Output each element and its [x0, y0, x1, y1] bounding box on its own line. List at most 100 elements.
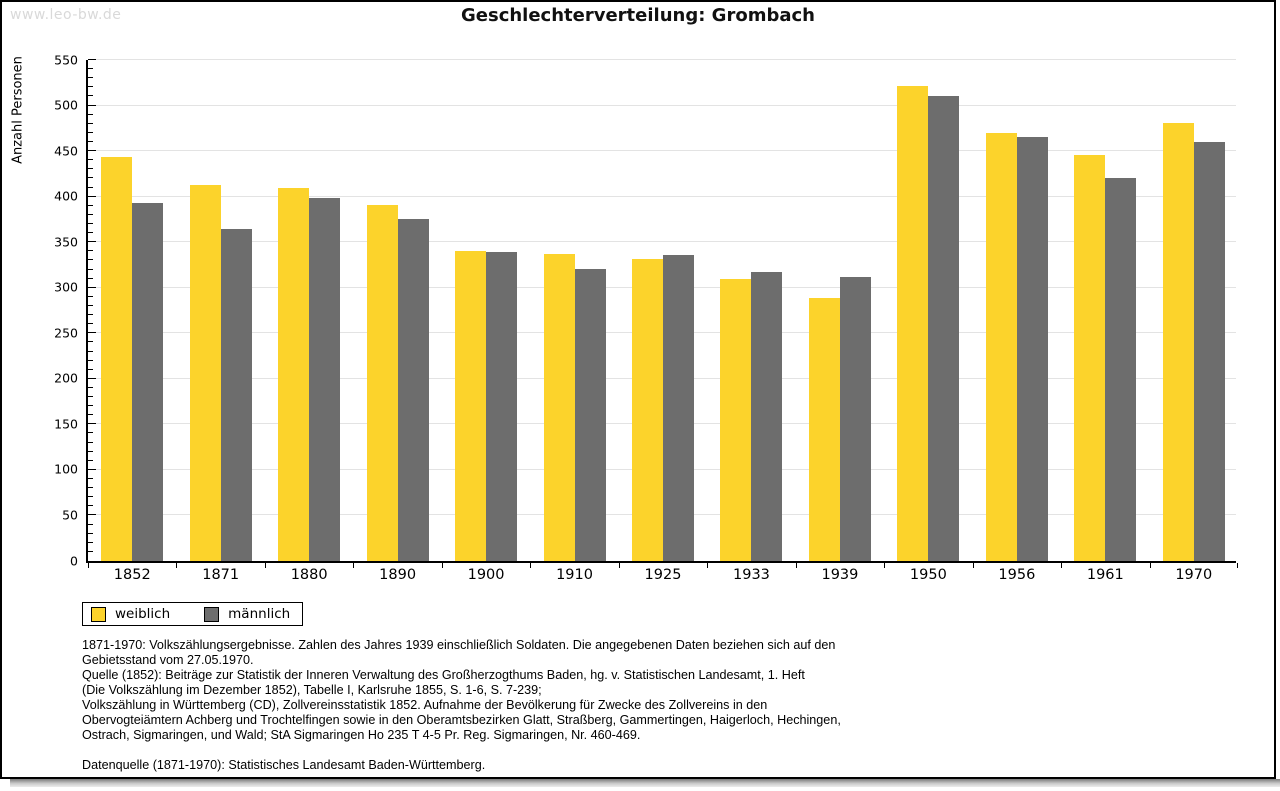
y-axis-tick	[88, 222, 93, 224]
bar-männlich-1950	[928, 95, 960, 561]
y-axis-tick	[88, 314, 93, 316]
y-tick-label: 250	[54, 325, 78, 341]
bar-weiblich-1933	[720, 278, 752, 561]
y-axis-tick	[88, 505, 93, 507]
y-axis-tick	[88, 186, 93, 188]
y-axis-tick	[88, 423, 96, 425]
bar-weiblich-1950	[897, 85, 929, 561]
x-tick-label: 1880	[290, 567, 328, 583]
y-tick-label: 300	[54, 279, 78, 295]
bar-männlich-1910	[574, 268, 606, 561]
footer-line: Ostrach, Sigmaringen, und Wald; StA Sigm…	[82, 728, 641, 742]
y-axis-tick	[88, 386, 93, 388]
y-axis-tick	[88, 323, 93, 325]
y-axis-tick	[88, 459, 93, 461]
y-axis-tick	[88, 332, 96, 334]
x-axis-tick	[707, 563, 709, 568]
bar-männlich-1933	[751, 272, 783, 561]
x-axis-tick	[176, 563, 178, 568]
bar-männlich-1961	[1105, 178, 1137, 561]
bar-weiblich-1956	[985, 132, 1017, 561]
bar-weiblich-1880	[278, 188, 310, 561]
x-axis-tick	[795, 563, 797, 568]
y-axis-tick	[88, 131, 93, 133]
x-tick-label: 1970	[1175, 567, 1213, 583]
y-tick-label: 350	[54, 233, 78, 249]
legend-label: männlich	[228, 606, 291, 622]
y-axis-tick	[88, 450, 93, 452]
x-axis-tick	[441, 563, 443, 568]
x-tick-label: 1933	[733, 567, 770, 583]
footer-line: Quelle (1852): Beiträge zur Statistik de…	[82, 668, 805, 682]
x-axis-tick	[353, 563, 355, 568]
x-axis-tick	[264, 563, 266, 568]
bar-weiblich-1939	[808, 297, 840, 561]
y-axis-tick	[88, 232, 93, 234]
y-axis-tick	[88, 213, 93, 215]
y-axis-tick	[88, 277, 93, 279]
x-axis-tick	[88, 563, 89, 568]
y-axis-tick	[88, 268, 93, 270]
y-axis-tick	[88, 168, 93, 170]
footer-line: 1871-1970: Volkszählungsergebnisse. Zahl…	[82, 638, 836, 652]
bar-männlich-1970	[1193, 141, 1225, 561]
bar-weiblich-1961	[1074, 154, 1106, 561]
bar-weiblich-1900	[455, 251, 487, 561]
x-tick-label: 1890	[379, 567, 417, 583]
y-axis-tick	[88, 86, 93, 88]
y-axis-tick	[88, 195, 96, 197]
footer-line: Volkszählung in Württemberg (CD), Zollve…	[82, 698, 768, 712]
y-axis-tick	[88, 259, 93, 261]
y-axis-label: Anzahl Personen	[10, 56, 26, 164]
y-axis-tick	[88, 523, 93, 525]
y-axis-tick	[88, 250, 93, 252]
bar-männlich-1852	[132, 203, 164, 561]
x-tick-label: 1852	[113, 567, 151, 583]
y-axis-tick	[88, 368, 93, 370]
gridline	[88, 150, 1236, 152]
y-axis-tick	[88, 414, 93, 416]
window-drop-shadow	[10, 779, 1280, 787]
y-tick-label: 550	[54, 51, 78, 67]
y-axis-tick	[88, 159, 93, 161]
y-tick-label: 0	[70, 552, 78, 568]
y-axis-tick	[88, 59, 96, 60]
y-axis-tick	[88, 122, 93, 124]
footer-line: (Die Volkszählung im Dezember 1852), Tab…	[82, 683, 542, 697]
x-axis-tick	[884, 563, 886, 568]
legend-swatch-männlich	[204, 606, 220, 622]
y-tick-label: 100	[54, 461, 78, 477]
bar-weiblich-1890	[366, 204, 398, 561]
y-axis-tick	[88, 341, 93, 343]
legend: weiblich männlich	[82, 602, 304, 626]
bar-männlich-1900	[486, 252, 518, 561]
x-tick-label: 1925	[644, 567, 682, 583]
chart-title: Geschlechterverteilung: Grombach	[461, 5, 815, 26]
plot-area: 1852 1871 1880 1890 1900 1910 1925 1933 1939 1950…	[54, 53, 1238, 583]
y-axis-tick	[88, 541, 93, 543]
y-axis-tick	[88, 396, 93, 398]
y-tick-label: 500	[54, 97, 78, 113]
x-tick-label: 1961	[1086, 567, 1124, 583]
y-axis-tick	[88, 377, 96, 379]
gridline	[88, 59, 1236, 60]
x-tick-label: 1939	[821, 567, 859, 583]
y-axis-tick	[88, 405, 93, 407]
legend-item-weiblich: weiblich	[91, 606, 170, 622]
y-axis-tick	[88, 286, 96, 288]
y-axis-tick	[88, 104, 96, 106]
gridline	[88, 104, 1236, 106]
footer-line	[82, 743, 942, 758]
y-axis-tick	[88, 359, 93, 361]
y-axis-tick	[88, 468, 96, 470]
x-tick-label: 1871	[202, 567, 240, 583]
y-axis-tick	[88, 478, 93, 480]
bar-weiblich-1970	[1162, 122, 1194, 561]
bar-weiblich-1871	[189, 184, 221, 561]
y-axis-tick	[88, 304, 93, 306]
y-axis-tick	[88, 150, 96, 152]
y-tick-label: 400	[54, 188, 78, 204]
legend-item-männlich: männlich	[204, 606, 290, 622]
footer-line: Gebietsstand vom 27.05.1970.	[82, 653, 254, 667]
y-axis-tick	[88, 241, 96, 243]
